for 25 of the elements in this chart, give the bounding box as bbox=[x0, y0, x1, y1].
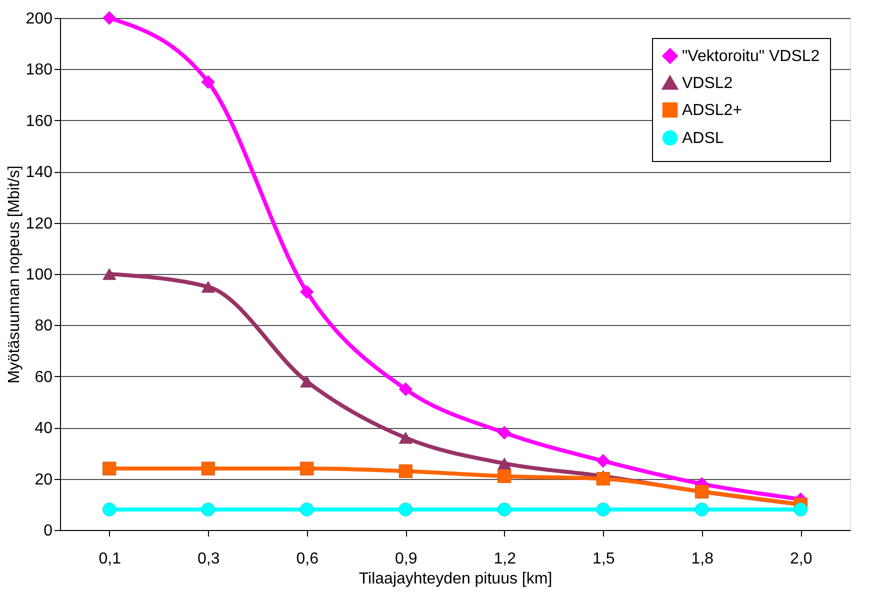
x-tick-label: 0,6 bbox=[296, 550, 319, 568]
y-tick-label: 120 bbox=[26, 215, 53, 232]
y-tick-label: 80 bbox=[34, 318, 53, 335]
x-axis-title: Tilaajayhteyden pituus [km] bbox=[358, 570, 552, 588]
x-tick-label: 1,2 bbox=[494, 550, 516, 568]
y-tick-label: 60 bbox=[34, 368, 53, 386]
y-tick-label: 0 bbox=[44, 522, 53, 540]
y-tick-label: 200 bbox=[26, 10, 53, 28]
legend-label: "Vektoroitu" VDSL2 bbox=[682, 48, 820, 65]
legend-label: VDSL2 bbox=[682, 75, 733, 92]
y-tick-label: 140 bbox=[26, 164, 53, 182]
x-tick-label: 2,0 bbox=[790, 550, 812, 568]
y-axis-title: Myötäsuunnan nopeus [Mbit/s] bbox=[6, 166, 23, 384]
y-tick-label: 160 bbox=[26, 112, 53, 130]
x-tick-label: 0,1 bbox=[98, 550, 122, 568]
y-tick-label: 100 bbox=[26, 266, 53, 284]
y-tick-label: 40 bbox=[34, 420, 53, 438]
y-tick-label: 180 bbox=[26, 62, 53, 79]
x-tick-label: 0,9 bbox=[395, 550, 418, 568]
x-tick-label: 0,3 bbox=[198, 550, 220, 568]
x-tick-label: 1,5 bbox=[592, 550, 615, 568]
x-tick-label: 1,8 bbox=[691, 550, 714, 568]
legend-label: ADSL2+ bbox=[682, 102, 742, 119]
legend-label: ADSL bbox=[682, 130, 724, 147]
y-tick-label: 20 bbox=[34, 471, 53, 488]
